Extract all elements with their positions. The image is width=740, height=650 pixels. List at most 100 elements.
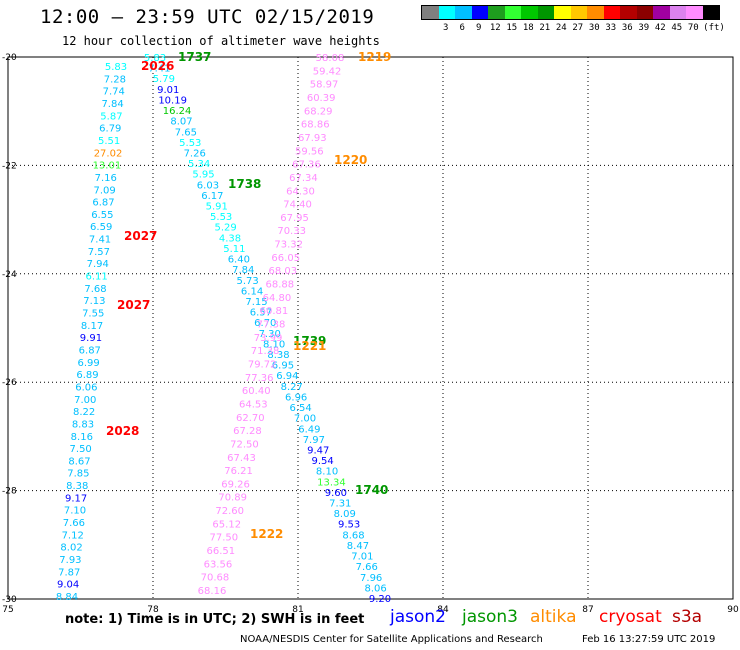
lat-tick-label: -26: [2, 378, 17, 388]
wave-height-value: 6.14: [241, 286, 263, 297]
wave-height-value: 5.11: [223, 244, 245, 255]
wave-height-value: 62.70: [236, 413, 265, 424]
wave-height-value: 74.40: [283, 200, 312, 211]
legend-swatch: [554, 6, 571, 19]
wave-height-value: 7.65: [175, 127, 197, 138]
wave-height-value: 5.51: [98, 136, 120, 147]
wave-height-value: 7.09: [93, 185, 115, 196]
credit-timestamp: Feb 16 13:27:59 UTC 2019: [582, 634, 716, 645]
legend-label: 18: [522, 23, 534, 33]
wave-height-value: 70.89: [218, 493, 247, 504]
wave-height-value: 73.32: [274, 240, 303, 251]
wave-height-value: 6.89: [76, 370, 98, 381]
wave-height-value: 9.54: [312, 456, 334, 467]
pass-time-label: 1220: [334, 153, 367, 167]
wave-height-value: 7.94: [87, 259, 109, 270]
pass-time-label: 1737: [178, 50, 211, 64]
wave-height-value: 7.96: [360, 573, 382, 584]
wave-height-value: 59.56: [295, 146, 324, 157]
wave-height-value: 9.01: [157, 85, 179, 96]
wave-height-value: 64.30: [286, 186, 315, 197]
wave-height-value: 5.79: [153, 74, 175, 85]
legend-label: 24: [555, 23, 567, 33]
wave-height-value: 7.97: [303, 435, 325, 446]
wave-height-value: 8.27: [281, 382, 303, 393]
legend-label: 45: [671, 23, 683, 33]
lon-tick-label: 87: [582, 605, 593, 615]
wave-height-value: 67.93: [298, 133, 327, 144]
legend-label: 42: [654, 23, 666, 33]
legend-label: 3: [443, 23, 449, 33]
wave-height-value: 5.34: [188, 159, 210, 170]
legend-label: 36: [621, 23, 633, 33]
wave-height-value: 6.11: [85, 272, 107, 283]
wave-height-value: 9.20: [369, 594, 391, 605]
wave-height-value: 68.29: [304, 106, 333, 117]
lat-tick-label: -30: [2, 595, 17, 605]
satellite-name: jason2: [390, 607, 446, 627]
wave-height-value: 68.86: [301, 120, 330, 131]
wave-height-value: 8.02: [60, 543, 82, 554]
legend-label: 6: [459, 23, 465, 33]
footer-note: note: 1) Time is in UTC; 2) SWH is in fe…: [65, 612, 365, 627]
page-title: 12:00 – 23:59 UTC 02/15/2019: [40, 6, 375, 28]
legend-swatch: [636, 6, 653, 19]
wave-height-value: 9.60: [325, 488, 347, 499]
wave-height-value: 68.16: [198, 586, 227, 597]
satellite-name: s3a: [672, 607, 703, 627]
wave-height-value: 67.28: [233, 426, 262, 437]
wave-height-value: 7.50: [70, 444, 92, 455]
wave-height-value: 7.15: [245, 297, 267, 308]
wave-height-value: 58.08: [316, 53, 345, 64]
wave-height-value: 71.38: [251, 346, 280, 357]
wave-height-value: 6.17: [201, 191, 223, 202]
legend-label: 39: [638, 23, 650, 33]
legend-swatch: [669, 6, 686, 19]
wave-height-value: 7.93: [59, 555, 81, 566]
wave-height-value: 7.84: [232, 265, 254, 276]
wave-height-value: 66.51: [207, 546, 236, 557]
wave-height-value: 9.47: [307, 445, 329, 456]
wave-height-value: 7.41: [89, 235, 111, 246]
pass-time-label: 1222: [250, 527, 283, 541]
legend-label: 27: [572, 23, 584, 33]
legend-swatch: [422, 6, 439, 19]
lon-tick-label: 90: [727, 605, 739, 615]
wave-height-value: 6.95: [272, 361, 294, 372]
wave-height-value: 8.06: [364, 583, 386, 594]
lat-tick-label: -20: [2, 53, 17, 63]
wave-height-value: 77.38: [257, 320, 286, 331]
wave-height-value: 67.36: [292, 160, 321, 171]
wave-height-value: 7.84: [101, 99, 123, 110]
wave-height-value: 64.80: [263, 293, 292, 304]
pass-time-label: 2027: [124, 229, 157, 243]
legend-swatch: [686, 6, 703, 19]
satellite-name: altika: [530, 607, 577, 627]
lat-tick-label: -28: [2, 487, 17, 497]
legend-swatch: [521, 6, 538, 19]
wave-height-value: 8.10: [263, 339, 285, 350]
pass-time-label: 1739: [293, 334, 326, 348]
wave-height-value: 6.79: [99, 124, 121, 135]
wave-height-value: 7.66: [356, 562, 378, 573]
wave-height-value: 69.26: [221, 479, 250, 490]
wave-height-value: 60.40: [242, 386, 271, 397]
wave-height-value: 64.53: [239, 399, 268, 410]
wave-height-value: 7.87: [58, 567, 80, 578]
legend-swatch: [587, 6, 604, 19]
legend-swatch: [471, 6, 488, 19]
wave-height-value: 7.28: [104, 74, 126, 85]
wave-height-value: 8.47: [347, 541, 369, 552]
wave-height-value: 6.87: [92, 198, 114, 209]
wave-height-value: 9.04: [57, 580, 79, 591]
wave-height-value: 7.13: [83, 296, 105, 307]
wave-height-value: 7.68: [84, 284, 106, 295]
legend-swatch: [620, 6, 637, 19]
wave-height-value: 59.42: [313, 66, 342, 77]
map-frame: [7, 56, 734, 600]
lon-tick-label: 84: [437, 605, 449, 615]
wave-height-value: 9.53: [338, 520, 360, 531]
legend-label: 21: [539, 23, 551, 33]
legend-swatch: [702, 6, 719, 19]
